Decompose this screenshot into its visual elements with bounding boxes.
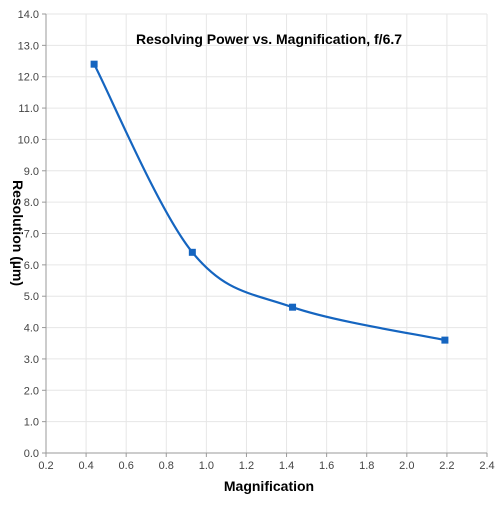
y-tick-label: 2.0 — [24, 385, 39, 397]
y-tick-label: 9.0 — [24, 166, 39, 178]
x-tick-label: 1.2 — [239, 460, 254, 472]
chart-title: Resolving Power vs. Magnification, f/6.7 — [136, 31, 402, 47]
x-axis-title: Magnification — [224, 478, 314, 494]
y-tick-label: 5.0 — [24, 291, 39, 303]
y-axis-title: Resolution (µm) — [10, 180, 26, 286]
data-point-marker — [90, 60, 98, 68]
x-tick-label: 0.6 — [119, 460, 134, 472]
grid-layer — [46, 13, 488, 453]
y-tick-label: 6.0 — [24, 260, 39, 272]
x-tick-label: 2.0 — [399, 460, 414, 472]
x-tick-label: 1.8 — [359, 460, 374, 472]
x-tick-label: 0.2 — [38, 460, 53, 472]
y-tick-label: 13.0 — [18, 40, 39, 52]
data-point-marker — [289, 303, 297, 311]
x-tick-label: 0.4 — [78, 460, 93, 472]
x-tick-label: 1.6 — [319, 460, 334, 472]
x-tick-label: 0.8 — [159, 460, 174, 472]
data-point-marker — [188, 248, 196, 256]
y-tick-label: 1.0 — [24, 417, 39, 429]
y-tick-label: 3.0 — [24, 354, 39, 366]
series-line — [93, 63, 446, 342]
x-tick-label: 2.2 — [439, 460, 454, 472]
data-point-marker — [441, 336, 449, 344]
axis-layer — [42, 13, 488, 457]
y-tick-label: 14.0 — [18, 9, 39, 21]
tick-labels: 0.2 0.4 0.6 0.8 1.0 1.2 1.4 1.6 1.8 2.0 2.2 2.4 0.0 1… — [18, 9, 495, 472]
x-tick-label: 1.4 — [279, 460, 294, 472]
y-tick-label: 8.0 — [24, 197, 39, 209]
y-tick-label: 10.0 — [18, 134, 39, 146]
series-layer — [90, 60, 449, 344]
y-tick-label: 4.0 — [24, 323, 39, 335]
y-tick-label: 11.0 — [18, 103, 39, 115]
y-tick-label: 7.0 — [24, 229, 39, 241]
y-tick-label: 12.0 — [18, 72, 39, 84]
x-tick-label: 1.0 — [199, 460, 214, 472]
x-tick-label: 2.4 — [479, 460, 494, 472]
y-tick-label: 0.0 — [24, 448, 39, 460]
